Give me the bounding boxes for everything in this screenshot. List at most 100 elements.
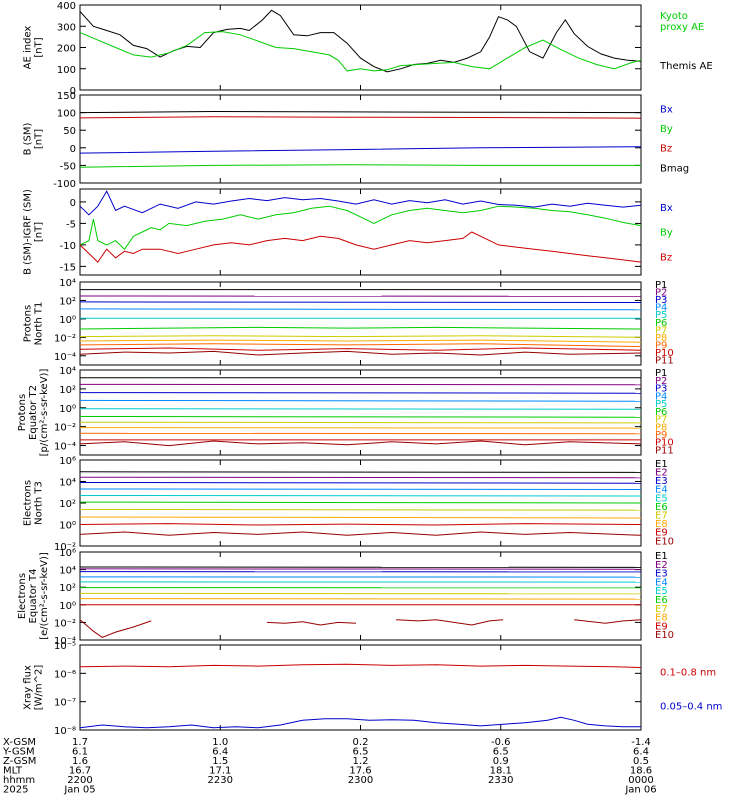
series-line — [79, 350, 642, 356]
legend-entry: 0.1–0.8 nm — [660, 668, 716, 679]
y-tick-label: 10⁻⁶ — [54, 669, 76, 680]
x-row-value: 1.7 — [72, 737, 88, 748]
legend-entry: E4 — [655, 577, 668, 588]
panel-5: 10⁻⁴ 10⁻² 10⁰ 10² 10⁴ Protons Equator T2 [p/(cm… — [17, 366, 674, 456]
series-line — [79, 488, 642, 490]
series-line — [79, 416, 642, 418]
legend-entry: E9 — [655, 528, 668, 539]
x-row-value: 2330 — [488, 775, 513, 786]
series-line — [79, 190, 642, 216]
legend-entry: E7 — [655, 604, 668, 615]
y-tick-label: 10⁻⁴ — [54, 636, 76, 647]
legend-entry: P8 — [655, 333, 667, 344]
y-axis-label: Electrons — [17, 573, 28, 619]
legend-entry: E6 — [655, 502, 668, 513]
panel-frame — [79, 94, 642, 184]
y-tick-label: 10⁻⁷ — [54, 698, 76, 709]
series-line — [79, 663, 642, 668]
legend-entry: Kyoto — [660, 11, 688, 22]
series-line — [79, 598, 642, 600]
y-tick-label: 10⁶ — [59, 548, 76, 559]
legend-entry: P10 — [655, 348, 674, 359]
y-tick-label: 10⁴ — [59, 278, 76, 289]
legend-entry: By — [660, 124, 673, 135]
legend-entry: P10 — [655, 438, 674, 449]
legend-entry: P4 — [655, 303, 667, 314]
legend-entry: P7 — [655, 325, 667, 336]
series-line — [79, 408, 642, 410]
y-axis-label: North T3 — [34, 481, 45, 525]
panel-2: -100 -50 0 50 100 150 B (SM) [nT] Bx By Bz Bmag — [23, 91, 690, 190]
x-row-value: -0.6 — [491, 737, 511, 748]
series-line — [79, 343, 642, 348]
legend-entry: E4 — [655, 485, 668, 496]
legend-entry: E9 — [655, 621, 668, 632]
legend-entry: P8 — [655, 422, 667, 433]
y-tick-label: 10⁻² — [54, 423, 76, 434]
y-tick-label: 10² — [59, 499, 76, 510]
y-tick-label: 10⁻⁴ — [54, 352, 76, 363]
x-row-label: 2025 — [3, 785, 28, 796]
y-axis-label: [W/m^2] — [34, 665, 45, 711]
y-axis-label: [nT] — [34, 37, 45, 57]
y-axis-label: [nT] — [34, 222, 45, 242]
legend-entry: E2 — [655, 467, 668, 478]
y-axis-label: [p/(cm²-s-sr-keV)] — [39, 369, 50, 457]
legend-entry: 0.05–0.4 nm — [660, 702, 722, 713]
panel-4: 10⁻⁴ 10⁻² 10⁰ 10² 10⁴ Protons North T1 P1P2P3P4… — [23, 278, 674, 366]
y-tick-label: 10⁰ — [59, 404, 76, 415]
y-tick-label: 400 — [57, 1, 76, 12]
legend-entry: Bx — [660, 105, 673, 116]
x-row-value: 17.6 — [349, 766, 371, 777]
y-tick-label: 10⁴ — [59, 566, 76, 577]
series-line — [79, 501, 642, 504]
x-row-value: 17.1 — [209, 766, 231, 777]
series-line — [79, 495, 642, 497]
y-axis-label: Protons — [23, 305, 34, 342]
y-axis-label: Xray flux — [23, 665, 34, 710]
y-tick-label: 10⁻² — [54, 618, 76, 629]
legend-entry: Bx — [660, 203, 673, 214]
x-row-value: 6.4 — [212, 747, 228, 758]
panel-frame — [79, 644, 642, 731]
series-line — [79, 231, 642, 263]
y-tick-label: 10⁰ — [59, 315, 76, 326]
x-row-label: MLT — [3, 766, 23, 777]
legend-entry: P3 — [655, 295, 667, 306]
y-tick-label: 10⁻⁵ — [54, 641, 76, 652]
series-line — [79, 482, 642, 484]
y-tick-label: 10² — [59, 296, 76, 307]
legend-entry: E8 — [655, 613, 668, 624]
legend-entry: P11 — [655, 445, 674, 456]
y-tick-label: -5 — [66, 219, 76, 230]
series-line — [79, 205, 642, 250]
x-row-value: 2300 — [348, 775, 373, 786]
legend-entry: E8 — [655, 519, 668, 530]
x-row-value: 6.5 — [493, 747, 509, 758]
legend-entry: E6 — [655, 595, 668, 606]
x-row-value: 16.7 — [69, 766, 91, 777]
legend-entry: E1 — [655, 551, 668, 562]
series-line — [79, 392, 642, 394]
y-tick-label: 10⁶ — [59, 456, 76, 467]
y-tick-label: 10² — [59, 583, 76, 594]
series-line — [79, 399, 642, 402]
y-axis-label: Protons — [17, 394, 28, 431]
legend-entry: E10 — [655, 536, 674, 547]
legend-entry: P3 — [655, 384, 667, 395]
x-row-label: X-GSM — [3, 737, 36, 748]
series-line — [79, 308, 642, 311]
series-line — [79, 523, 642, 526]
series-line — [79, 9, 642, 73]
x-row-value: 0000 — [628, 775, 653, 786]
y-tick-label: -10 — [60, 241, 76, 252]
y-tick-label: 50 — [63, 126, 76, 137]
series-line — [79, 619, 152, 638]
series-line — [79, 326, 642, 330]
y-tick-label: 0 — [70, 198, 76, 209]
y-axis-label: B (SM)-IGRF (SM) — [23, 189, 34, 275]
x-row-value: 1.2 — [353, 756, 369, 767]
series-line — [79, 301, 642, 303]
y-tick-label: 150 — [57, 91, 76, 102]
